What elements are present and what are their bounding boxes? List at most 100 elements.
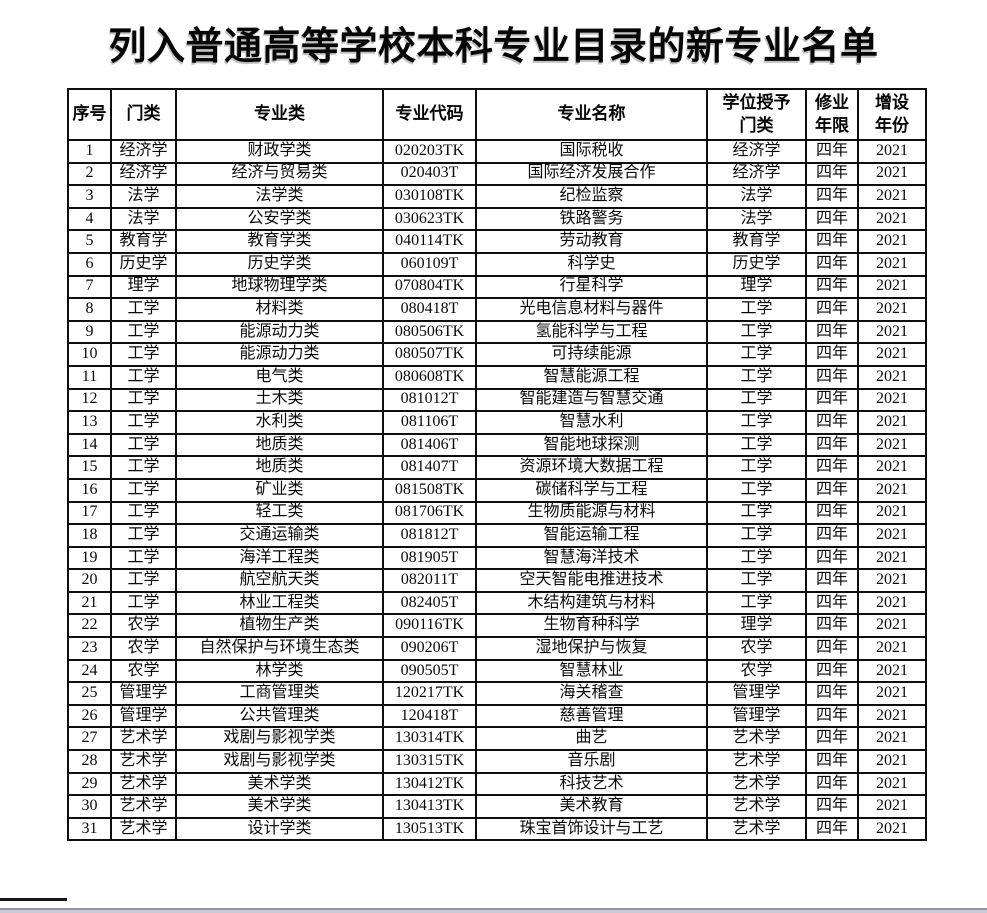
table-cell: 2021 <box>857 432 927 458</box>
table-cell: 工学 <box>706 568 807 593</box>
table-cell: 艺术学 <box>110 794 177 819</box>
table-cell: 氢能科学与工程 <box>475 319 708 345</box>
table-cell: 艺术学 <box>706 794 807 819</box>
new-majors-table: 序号 门类 专业类 专业代码 专业名称 学位授予 门类 修业 年限 增设 年份 1 经济学 财政学… <box>67 88 927 842</box>
table-cell: 四年 <box>805 161 859 187</box>
table-cell: 工学 <box>706 545 807 571</box>
table-cell: 22 <box>67 613 112 639</box>
table-row: 22 农学 植物生产类 090116TK 生物育种科学 理学 四年 2021 <box>67 613 927 639</box>
table-cell: 工学 <box>110 590 177 616</box>
table-cell: 12 <box>67 387 112 413</box>
table-cell: 6 <box>67 251 112 277</box>
table-cell: 20 <box>67 568 112 593</box>
table-cell: 120217TK <box>382 681 477 706</box>
column-header: 修业 年限 <box>805 88 859 141</box>
table-cell: 1 <box>67 139 112 164</box>
table-cell: 农学 <box>110 658 177 684</box>
table-cell: 四年 <box>805 681 859 706</box>
table-cell: 珠宝首饰设计与工艺 <box>475 816 708 842</box>
table-cell: 美术学类 <box>175 771 384 797</box>
table-cell: 020203TK <box>382 139 477 164</box>
table-cell: 理学 <box>110 274 177 300</box>
table-cell: 矿业类 <box>175 477 384 503</box>
table-cell: 2021 <box>857 590 927 616</box>
table-cell: 130513TK <box>382 816 477 842</box>
table-cell: 工学 <box>706 500 807 526</box>
table-cell: 2021 <box>857 251 927 277</box>
table-cell: 工学 <box>110 500 177 526</box>
table-cell: 工学 <box>706 590 807 616</box>
table-cell: 智慧林业 <box>475 658 708 684</box>
table-cell: 2 <box>67 161 112 187</box>
table-cell: 农学 <box>110 636 177 661</box>
table-cell: 艺术学 <box>706 726 807 752</box>
table-cell: 四年 <box>805 568 859 593</box>
table-cell: 31 <box>67 816 112 842</box>
table-cell: 四年 <box>805 387 859 413</box>
table-cell: 25 <box>67 681 112 706</box>
table-cell: 2021 <box>857 161 927 187</box>
table-row: 16 工学 矿业类 081508TK 碳储科学与工程 工学 四年 2021 <box>67 477 927 503</box>
column-header: 序号 <box>67 88 112 141</box>
table-row: 10 工学 能源动力类 080507TK 可持续能源 工学 四年 2021 <box>67 342 927 367</box>
table-cell: 130412TK <box>382 771 477 797</box>
table-cell: 智慧海洋技术 <box>475 545 708 571</box>
table-cell: 082405T <box>382 590 477 616</box>
table-cell: 18 <box>67 523 112 548</box>
table-cell: 国际税收 <box>475 139 708 164</box>
table-row: 31 艺术学 设计学类 130513TK 珠宝首饰设计与工艺 艺术学 四年 2021 <box>67 816 927 842</box>
column-header: 学位授予 门类 <box>706 88 807 141</box>
table-cell: 四年 <box>805 477 859 503</box>
table-row: 12 工学 土木类 081012T 智能建造与智慧交通 工学 四年 2021 <box>67 387 927 413</box>
table-cell: 工学 <box>110 319 177 345</box>
table-row: 14 工学 地质类 081406T 智能地球探测 工学 四年 2021 <box>67 432 927 458</box>
table-cell: 四年 <box>805 364 859 390</box>
table-cell: 30 <box>67 794 112 819</box>
table-cell: 管理学 <box>110 703 177 729</box>
table-cell: 四年 <box>805 206 859 232</box>
table-cell: 8 <box>67 297 112 322</box>
page-bottom-edge <box>0 908 987 913</box>
table-cell: 工学 <box>706 364 807 390</box>
table-row: 8 工学 材料类 080418T 光电信息材料与器件 工学 四年 2021 <box>67 297 927 322</box>
column-header: 增设 年份 <box>857 88 927 141</box>
table-row: 5 教育学 教育学类 040114TK 劳动教育 教育学 四年 2021 <box>67 229 927 254</box>
table-cell: 070804TK <box>382 274 477 300</box>
table-cell: 081106T <box>382 410 477 435</box>
table-body: 1 经济学 财政学类 020203TK 国际税收 经济学 四年 2021 2 经济学 经济与贸易类 0… <box>67 139 927 842</box>
table-cell: 080507TK <box>382 342 477 367</box>
table-cell: 林业工程类 <box>175 590 384 616</box>
table-cell: 040114TK <box>382 229 477 254</box>
table-cell: 水利类 <box>175 410 384 435</box>
table-cell: 081812T <box>382 523 477 548</box>
table-cell: 7 <box>67 274 112 300</box>
table-cell: 可持续能源 <box>475 342 708 367</box>
table-cell: 2021 <box>857 568 927 593</box>
table-row: 20 工学 航空航天类 082011T 空天智能电推进技术 工学 四年 2021 <box>67 568 927 593</box>
table-cell: 24 <box>67 658 112 684</box>
table-cell: 艺术学 <box>110 726 177 752</box>
table-cell: 2021 <box>857 387 927 413</box>
column-header: 门类 <box>110 88 177 141</box>
table-cell: 27 <box>67 726 112 752</box>
table-row: 9 工学 能源动力类 080506TK 氢能科学与工程 工学 四年 2021 <box>67 319 927 345</box>
table-cell: 智慧能源工程 <box>475 364 708 390</box>
table-cell: 3 <box>67 184 112 209</box>
table-row: 2 经济学 经济与贸易类 020403T 国际经济发展合作 经济学 四年 2021 <box>67 161 927 187</box>
table-cell: 林学类 <box>175 658 384 684</box>
table-cell: 纪检监察 <box>475 184 708 209</box>
table-cell: 四年 <box>805 184 859 209</box>
table-cell: 四年 <box>805 432 859 458</box>
table-cell: 四年 <box>805 816 859 842</box>
table-cell: 四年 <box>805 749 859 774</box>
table-cell: 工学 <box>110 297 177 322</box>
table-cell: 090116TK <box>382 613 477 639</box>
table-cell: 2021 <box>857 771 927 797</box>
table-cell: 130315TK <box>382 749 477 774</box>
table-cell: 理学 <box>706 613 807 639</box>
table-cell: 四年 <box>805 726 859 752</box>
table-cell: 19 <box>67 545 112 571</box>
table-cell: 13 <box>67 410 112 435</box>
table-cell: 海关稽查 <box>475 681 708 706</box>
table-cell: 2021 <box>857 613 927 639</box>
